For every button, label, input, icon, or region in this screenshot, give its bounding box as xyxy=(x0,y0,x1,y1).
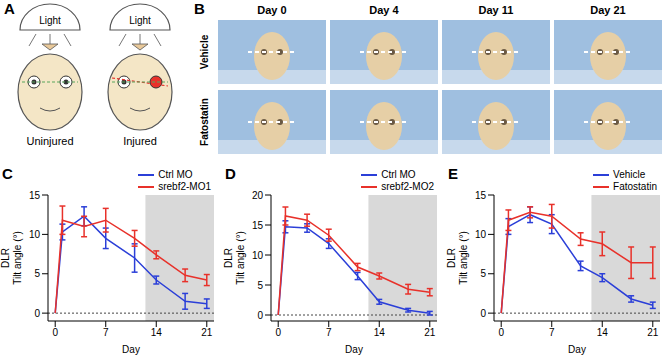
svg-text:10: 10 xyxy=(475,229,487,240)
svg-text:Injured: Injured xyxy=(123,135,157,147)
html-text:A: A xyxy=(4,0,15,17)
svg-text:Day: Day xyxy=(568,344,586,355)
html-text:Tilt angle (°): Tilt angle (°) xyxy=(12,231,23,285)
svg-text:0: 0 xyxy=(257,310,263,321)
html-text:B: B xyxy=(194,0,205,17)
svg-text:5: 5 xyxy=(34,268,40,279)
svg-text:Day 0: Day 0 xyxy=(257,4,286,16)
html-text:DLR: DLR xyxy=(446,248,457,268)
svg-text:0: 0 xyxy=(34,308,40,319)
svg-text:Light: Light xyxy=(39,15,61,26)
html-text:Fatostatin: Fatostatin xyxy=(613,181,657,192)
svg-text:5: 5 xyxy=(480,268,486,279)
html-text:Ctrl MO: Ctrl MO xyxy=(381,169,416,180)
html-text:C: C xyxy=(2,165,13,182)
html-text:Vehicle: Vehicle xyxy=(613,169,646,180)
html-text:Ctrl MO: Ctrl MO xyxy=(158,169,193,180)
svg-text:Fatostatin: Fatostatin xyxy=(199,98,210,146)
svg-text:14: 14 xyxy=(151,327,163,338)
html-text:DLR: DLR xyxy=(0,248,11,268)
html-text:srebf2-MO2: srebf2-MO2 xyxy=(381,181,434,192)
svg-text:Day 4: Day 4 xyxy=(369,4,399,16)
svg-text:0: 0 xyxy=(498,327,504,338)
html-text:E: E xyxy=(448,165,458,182)
svg-text:21: 21 xyxy=(647,327,659,338)
svg-text:Vehicle: Vehicle xyxy=(199,34,210,69)
svg-text:0: 0 xyxy=(52,327,58,338)
svg-text:Day 11: Day 11 xyxy=(479,4,514,16)
html-text:Tilt angle (°): Tilt angle (°) xyxy=(235,231,246,285)
svg-text:Day 21: Day 21 xyxy=(590,4,625,16)
svg-text:15: 15 xyxy=(29,190,41,201)
svg-text:0: 0 xyxy=(480,308,486,319)
html-text:srebf2-MO1: srebf2-MO1 xyxy=(158,181,211,192)
svg-text:7: 7 xyxy=(103,327,109,338)
svg-text:14: 14 xyxy=(374,327,386,338)
svg-text:15: 15 xyxy=(252,220,264,231)
svg-text:14: 14 xyxy=(597,327,609,338)
svg-text:0: 0 xyxy=(275,327,281,338)
svg-text:Day: Day xyxy=(345,344,363,355)
html-text:DLR: DLR xyxy=(223,248,234,268)
svg-text:Light: Light xyxy=(129,15,151,26)
svg-text:21: 21 xyxy=(201,327,213,338)
html-text:D: D xyxy=(225,165,236,182)
html-text:Tilt angle (°): Tilt angle (°) xyxy=(458,231,469,285)
svg-text:10: 10 xyxy=(29,229,41,240)
svg-text:7: 7 xyxy=(326,327,332,338)
svg-text:Uninjured: Uninjured xyxy=(26,135,73,147)
svg-text:5: 5 xyxy=(257,280,263,291)
svg-text:15: 15 xyxy=(475,190,487,201)
svg-text:20: 20 xyxy=(252,190,264,201)
svg-text:Day: Day xyxy=(122,344,140,355)
svg-text:7: 7 xyxy=(549,327,555,338)
svg-text:10: 10 xyxy=(252,250,264,261)
svg-text:21: 21 xyxy=(424,327,436,338)
